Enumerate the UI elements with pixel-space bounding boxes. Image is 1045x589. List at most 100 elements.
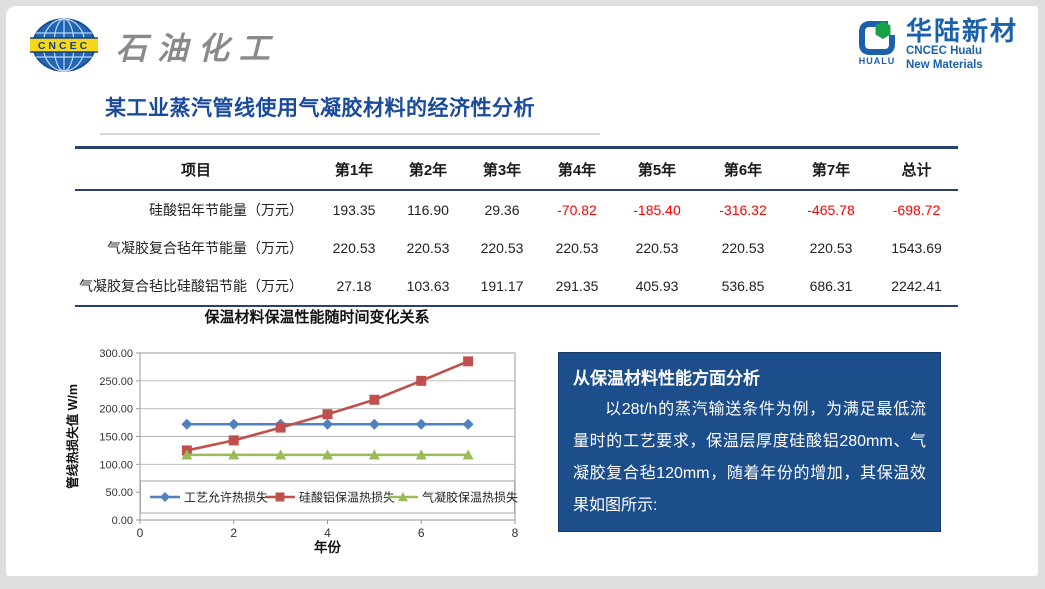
x-tick-label: 4 (324, 526, 331, 540)
cncec-logo-text: CNCEC (38, 40, 90, 52)
column-header: 第3年 (465, 147, 539, 191)
petrochemical-logo-text: 石油化工 (116, 30, 280, 66)
value-cell: 191.17 (480, 278, 524, 294)
value-cell: 536.85 (721, 278, 765, 294)
analysis-table: 项目 第1年 第2年 第3年 第4年 第5年 第6年 第7年 总计 硅酸铝年节能量（万元） 193… (75, 146, 958, 307)
hualu-name-en1: CNCEC Hualu (905, 45, 983, 58)
analysis-info-box: 从保温材料性能方面分析 以28t/h的蒸汽输送条件为例，为满足最低流量时的工艺要… (558, 352, 941, 532)
legend-label: 硅酸铝保温热损失 (299, 490, 395, 505)
column-header: 项目 (75, 147, 317, 191)
data-point (228, 418, 240, 430)
data-point (398, 492, 408, 502)
column-header: 第2年 (391, 147, 465, 191)
value-cell: 220.53 (332, 240, 376, 256)
value-cell: 29.36 (484, 202, 520, 218)
analysis-table-head: 项目 第1年 第2年 第3年 第4年 第5年 第6年 第7年 总计 (75, 147, 958, 191)
data-point (275, 422, 286, 433)
table-row: 硅酸铝年节能量（万元） 193.35 116.90 29.36 -70.82 -185.4… (75, 190, 958, 229)
value-cell: -185.40 (633, 202, 681, 218)
value-cell: 220.53 (406, 240, 450, 256)
page-title: 某工业蒸汽管线使用气凝胶材料的经济性分析 (105, 97, 535, 120)
y-tick-label: 200.00 (99, 404, 133, 416)
data-point (368, 449, 380, 460)
x-tick-label: 6 (418, 526, 425, 540)
y-tick-label: 100.00 (99, 459, 133, 471)
y-tick-label: 150.00 (99, 432, 133, 444)
y-axis-title: 管线热损失值 W/m (65, 384, 80, 489)
data-point (415, 449, 427, 460)
value-cell: 27.18 (336, 278, 372, 294)
x-tick-label: 0 (137, 526, 144, 540)
title-underline (100, 133, 600, 135)
data-point (228, 449, 240, 460)
hualu-name-en2: New Materials (905, 59, 983, 72)
value-cell: 220.53 (809, 240, 853, 256)
value-cell: 686.31 (809, 278, 853, 294)
value-cell: 220.53 (480, 240, 524, 256)
data-point (463, 356, 474, 367)
x-tick-label: 2 (230, 526, 237, 540)
hualu-name-cn: 华陆新材 (905, 16, 1018, 46)
y-tick-label: 0.00 (112, 515, 133, 527)
legend-label: 气凝胶保温热损失 (422, 490, 518, 505)
row-label: 气凝胶复合毡比硅酸铝节能（万元） (79, 278, 303, 294)
column-header: 第7年 (787, 147, 875, 191)
value-cell: 1543.69 (891, 240, 942, 256)
row-label: 气凝胶复合毡年节能量（万元） (107, 240, 303, 256)
data-point (462, 449, 474, 460)
info-box-body: 以28t/h的蒸汽输送条件为例，为满足最低流量时的工艺要求，保温层厚度硅酸铝28… (573, 401, 926, 514)
legend-label: 工艺允许热损失 (184, 490, 268, 505)
data-point (322, 418, 333, 430)
hualu-logo: HUALU 华陆新材 CNCEC Hualu New Materials (855, 16, 1018, 73)
data-point (415, 418, 427, 430)
value-cell: 2242.41 (891, 278, 942, 294)
value-cell: -316.32 (719, 202, 767, 218)
data-point (322, 409, 333, 420)
hualu-icon-block: HUALU (855, 18, 899, 66)
column-header: 第1年 (317, 147, 391, 191)
table-row: 气凝胶复合毡年节能量（万元） 220.53 220.53 220.53 220.53 22… (75, 229, 958, 267)
chart-title: 保温材料保温性能随时间变化关系 (203, 308, 429, 326)
legend-box (140, 480, 515, 514)
x-axis-title: 年份 (314, 539, 341, 555)
y-tick-label: 50.00 (105, 487, 133, 499)
row-label: 硅酸铝年节能量（万元） (149, 202, 303, 218)
data-point (462, 418, 474, 430)
data-point (160, 492, 170, 502)
hualu-logo-icon (858, 21, 895, 55)
value-cell: -465.78 (807, 202, 855, 218)
data-point (369, 394, 380, 405)
chart-svg: 保温材料保温性能随时间变化关系 0.00 50.00 100.00 150.00 200.… (65, 308, 519, 555)
data-point (368, 418, 380, 430)
data-point (416, 375, 427, 386)
column-header: 第6年 (699, 147, 787, 191)
data-point (322, 449, 333, 460)
data-point (275, 449, 287, 460)
x-tick-label: 8 (512, 526, 519, 540)
value-cell: 220.53 (635, 240, 679, 256)
hualu-text-block: 华陆新材 CNCEC Hualu New Materials (905, 16, 1018, 73)
info-box-title: 从保温材料性能方面分析 (573, 369, 760, 388)
y-tick-label: 300.00 (99, 348, 133, 360)
column-header: 第5年 (615, 147, 699, 191)
value-cell: -70.82 (557, 202, 597, 218)
table-row: 气凝胶复合毡比硅酸铝节能（万元） 27.18 103.63 191.17 291.35 4… (75, 267, 958, 306)
data-point (275, 492, 285, 502)
column-header: 第4年 (539, 147, 615, 191)
value-cell: 220.53 (721, 240, 765, 256)
value-cell: 291.35 (555, 278, 599, 294)
data-point (228, 435, 239, 446)
cncec-logo: CNCEC 石油化工 (30, 16, 280, 74)
column-header: 总计 (875, 147, 958, 191)
hualu-icon-label: HUALU (858, 56, 896, 66)
data-point (181, 418, 193, 430)
cncec-globe-icon: CNCEC (30, 18, 98, 72)
data-point (181, 449, 193, 460)
value-cell: 405.93 (635, 278, 679, 294)
value-cell: 220.53 (555, 240, 599, 256)
y-tick-label: 250.00 (99, 376, 133, 388)
value-cell: -698.72 (892, 202, 941, 218)
slide: CNCEC 石油化工 HUALU 华陆新材 CNCEC Hualu New Ma… (6, 6, 1038, 576)
value-cell: 103.63 (406, 278, 450, 294)
value-cell: 116.90 (407, 202, 449, 218)
